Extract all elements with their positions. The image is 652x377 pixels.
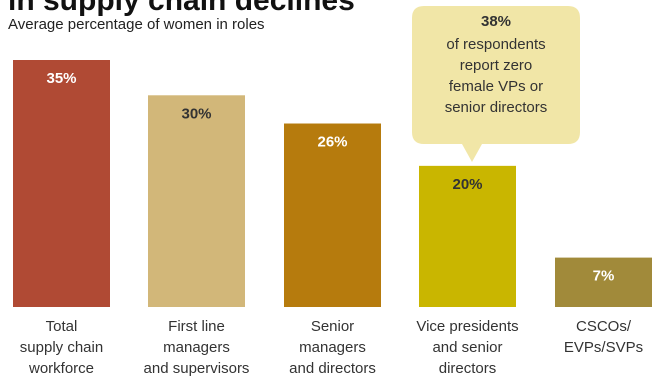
category-label-0-0: Total — [46, 318, 78, 335]
callout-line-3: senior directors — [445, 99, 548, 116]
callout-line-2: female VPs or — [449, 78, 543, 95]
bar-value-label-2: 26% — [317, 134, 347, 151]
chart-subtitle: Average percentage of women in roles — [8, 16, 265, 33]
bar-4 — [555, 257, 652, 307]
category-label-4-1: EVPs/SVPs — [564, 339, 643, 356]
bar-value-label-1: 30% — [181, 105, 211, 122]
bar-value-label-4: 7% — [593, 268, 615, 285]
category-label-2-2: and directors — [289, 360, 376, 377]
category-label-1-0: First line — [168, 318, 225, 335]
bar-3 — [419, 165, 516, 307]
callout-line-1: report zero — [460, 57, 533, 74]
category-label-1-2: and supervisors — [144, 360, 250, 377]
category-label-0-2: workforce — [28, 360, 94, 377]
category-label-0-1: supply chain — [20, 339, 103, 356]
bar-1 — [148, 95, 245, 308]
category-label-2-1: managers — [299, 339, 366, 356]
category-label-2-0: Senior — [311, 318, 354, 335]
chart-title: in supply chain declines — [8, 0, 355, 17]
bar-0 — [13, 60, 110, 307]
bar-2 — [284, 123, 381, 307]
category-label-4-0: CSCOs/ — [576, 318, 632, 335]
callout-annotation: 38% of respondents report zero female VPs o… — [412, 6, 580, 162]
bar-value-label-0: 35% — [46, 70, 76, 87]
callout-bubble — [412, 6, 580, 162]
callout-line-0: of respondents — [446, 36, 545, 53]
category-label-3-0: Vice presidents — [416, 318, 518, 335]
category-label-3-2: directors — [439, 360, 497, 377]
category-label-3-1: and senior — [432, 339, 502, 356]
bar-value-label-3: 20% — [452, 176, 482, 193]
callout-headline: 38% — [481, 13, 511, 30]
category-label-1-1: managers — [163, 339, 230, 356]
